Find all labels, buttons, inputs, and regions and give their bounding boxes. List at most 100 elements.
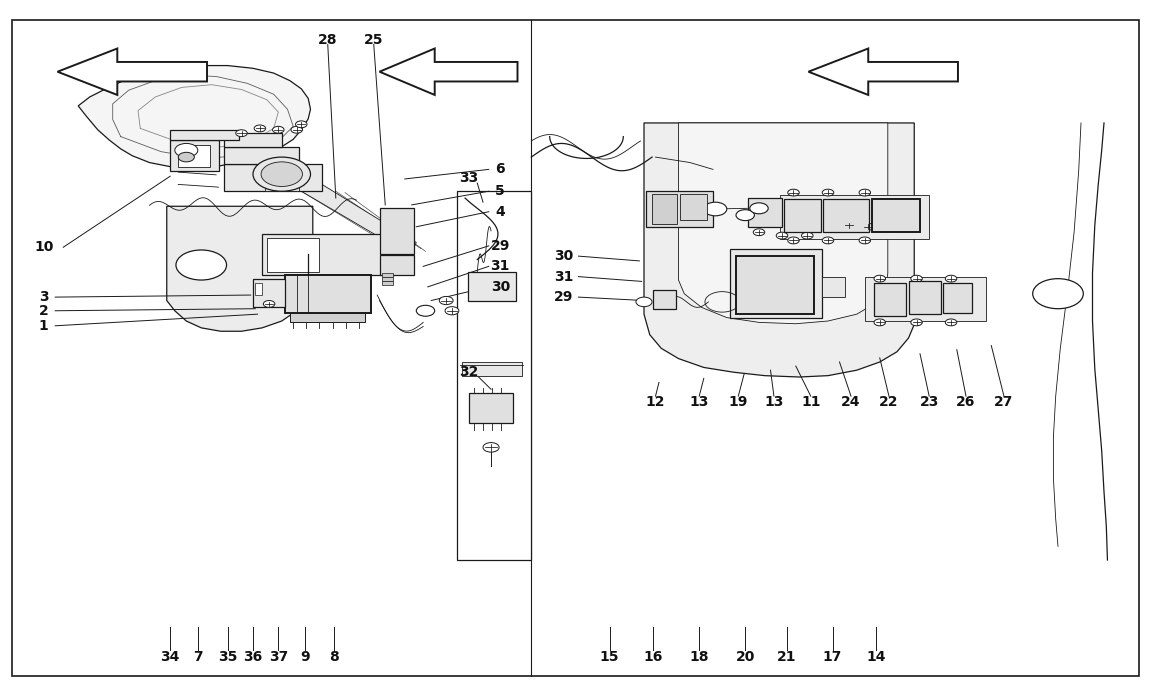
Text: 4: 4 <box>496 205 505 219</box>
Circle shape <box>254 125 266 132</box>
Polygon shape <box>301 184 416 247</box>
Bar <box>469 393 513 423</box>
Circle shape <box>483 443 499 452</box>
Circle shape <box>261 162 302 186</box>
Text: 19: 19 <box>729 395 748 408</box>
Text: 3: 3 <box>39 290 48 304</box>
Text: 12: 12 <box>646 395 665 408</box>
Text: 1: 1 <box>39 319 48 333</box>
Bar <box>468 272 516 301</box>
Bar <box>943 283 972 313</box>
Text: 10: 10 <box>34 240 53 254</box>
Circle shape <box>843 222 854 229</box>
Text: 18: 18 <box>690 650 708 664</box>
Text: 34: 34 <box>161 650 179 664</box>
Bar <box>646 191 713 227</box>
Bar <box>652 194 677 224</box>
Circle shape <box>945 319 957 326</box>
Bar <box>382 273 393 277</box>
Circle shape <box>874 275 886 282</box>
Text: 26: 26 <box>957 395 975 408</box>
Text: 5: 5 <box>496 184 505 198</box>
Text: 2: 2 <box>39 304 48 318</box>
Polygon shape <box>644 123 914 377</box>
Polygon shape <box>167 206 313 331</box>
Circle shape <box>704 202 727 216</box>
Circle shape <box>253 157 310 191</box>
Bar <box>822 277 845 297</box>
Circle shape <box>911 275 922 282</box>
Circle shape <box>859 189 871 196</box>
Circle shape <box>636 297 652 307</box>
Circle shape <box>862 223 874 230</box>
Bar <box>285 275 371 313</box>
Circle shape <box>788 189 799 196</box>
Polygon shape <box>380 48 518 95</box>
Bar <box>178 145 210 167</box>
Bar <box>255 283 262 295</box>
Bar <box>290 313 365 322</box>
Bar <box>748 198 782 227</box>
Bar <box>267 238 319 272</box>
Bar <box>730 249 822 318</box>
Circle shape <box>753 229 765 236</box>
Bar <box>224 133 282 147</box>
Text: 33: 33 <box>460 171 478 184</box>
Circle shape <box>750 203 768 214</box>
Text: 31: 31 <box>491 260 509 273</box>
Bar <box>823 199 869 232</box>
Text: 13: 13 <box>690 395 708 408</box>
Bar <box>908 281 941 314</box>
Text: 11: 11 <box>802 395 820 408</box>
Circle shape <box>1033 279 1083 309</box>
Text: 14: 14 <box>867 650 886 664</box>
Text: 20: 20 <box>736 650 754 664</box>
Text: 29: 29 <box>554 290 573 304</box>
Circle shape <box>859 237 871 244</box>
Bar <box>874 283 906 316</box>
Bar <box>865 277 986 321</box>
Bar <box>380 255 414 275</box>
Text: 24: 24 <box>842 395 860 408</box>
Circle shape <box>911 319 922 326</box>
Text: 28: 28 <box>319 33 337 46</box>
Text: 16: 16 <box>644 650 662 664</box>
Bar <box>784 199 821 232</box>
Text: 27: 27 <box>995 395 1013 408</box>
Polygon shape <box>678 123 888 324</box>
Text: 15: 15 <box>600 650 619 664</box>
Circle shape <box>416 305 435 316</box>
Bar <box>653 290 676 309</box>
Bar <box>224 147 299 164</box>
Text: 7: 7 <box>193 650 202 664</box>
Circle shape <box>296 121 307 128</box>
Polygon shape <box>808 48 958 95</box>
Circle shape <box>176 250 227 280</box>
Circle shape <box>788 237 799 244</box>
Circle shape <box>822 189 834 196</box>
Bar <box>224 164 322 191</box>
Circle shape <box>175 143 198 157</box>
Text: 30: 30 <box>491 280 509 294</box>
Circle shape <box>263 301 275 307</box>
Circle shape <box>445 307 459 315</box>
Circle shape <box>822 237 834 244</box>
Text: 17: 17 <box>823 650 842 664</box>
Text: 23: 23 <box>920 395 938 408</box>
Bar <box>170 130 239 140</box>
Text: 36: 36 <box>244 650 262 664</box>
Circle shape <box>439 296 453 305</box>
Bar <box>680 194 707 220</box>
Text: 9: 9 <box>300 650 309 664</box>
Bar <box>262 234 394 275</box>
Polygon shape <box>58 48 207 95</box>
Bar <box>382 281 393 285</box>
Bar <box>382 277 393 281</box>
Text: 8: 8 <box>329 650 338 664</box>
FancyBboxPatch shape <box>457 191 531 560</box>
Bar <box>780 195 929 239</box>
Text: 25: 25 <box>365 33 383 46</box>
Text: 22: 22 <box>880 395 898 408</box>
Polygon shape <box>78 66 310 168</box>
Text: 37: 37 <box>269 650 288 664</box>
